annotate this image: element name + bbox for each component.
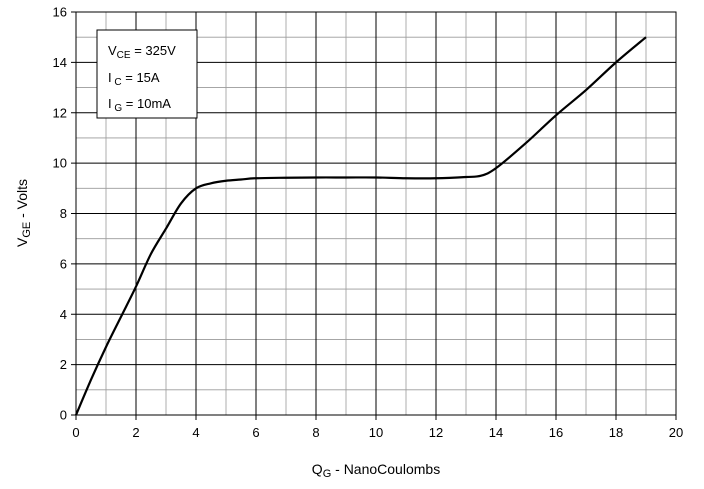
x-tick-label: 12 (429, 425, 443, 440)
x-tick-label: 4 (192, 425, 199, 440)
conditions-box: VCE = 325V I C = 15A I G = 10mA (96, 29, 198, 119)
y-tick-label: 2 (60, 357, 67, 372)
conditions-box-frame (96, 29, 198, 119)
x-tick-label: 18 (609, 425, 623, 440)
y-tick-label: 0 (60, 408, 67, 423)
y-tick-label: 8 (60, 206, 67, 221)
gate-charge-curve (74, 36, 647, 416)
x-tick-label: 14 (489, 425, 503, 440)
x-tick-label: 0 (72, 425, 79, 440)
y-tick-label: 14 (53, 55, 67, 70)
y-tick-label: 16 (53, 5, 67, 20)
x-tick-label: 20 (669, 425, 683, 440)
y-tick-label: 12 (53, 105, 67, 120)
y-tick-labels: 0 2 4 6 8 10 12 14 16 (53, 5, 67, 423)
y-tick-label: 4 (60, 307, 67, 322)
x-axis-title: QG - NanoCoulombs (312, 461, 440, 480)
condition-ic: I C = 15A (108, 70, 160, 88)
y-axis-title: VGE - Volts (14, 179, 33, 247)
condition-ig: I G = 10mA (108, 96, 171, 114)
y-tick-label: 10 (53, 156, 67, 171)
x-tick-label: 6 (252, 425, 259, 440)
x-tick-label: 16 (549, 425, 563, 440)
x-tick-label: 8 (312, 425, 319, 440)
x-tick-labels: 0 2 4 6 8 10 12 14 16 18 20 (72, 425, 683, 440)
y-tick-label: 6 (60, 256, 67, 271)
x-tick-label: 2 (132, 425, 139, 440)
condition-vce: VCE = 325V (108, 43, 176, 61)
axis-ticks (71, 11, 677, 420)
x-tick-label: 10 (369, 425, 383, 440)
